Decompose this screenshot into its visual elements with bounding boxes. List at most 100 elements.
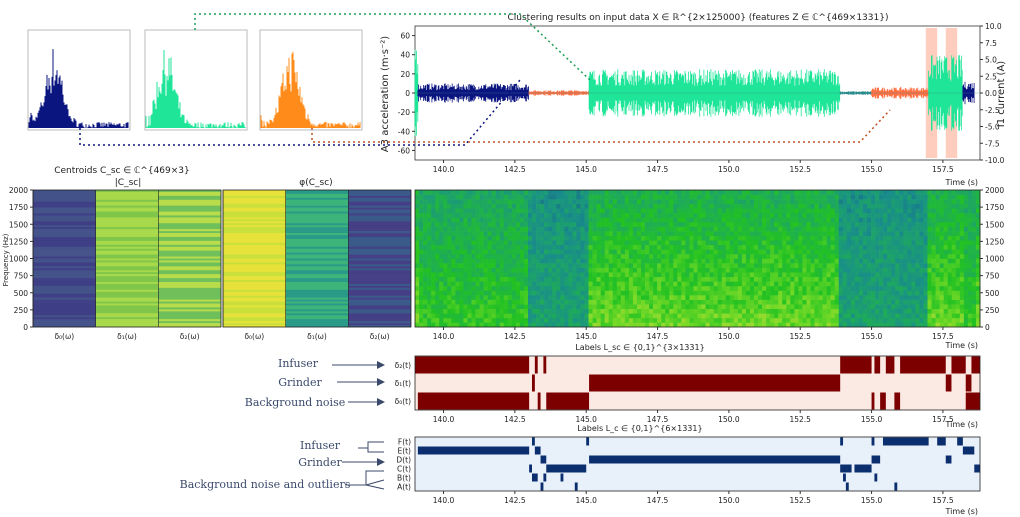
- spec-cell: [431, 313, 436, 319]
- spec-cell: [705, 322, 710, 328]
- spec-cell: [875, 194, 880, 200]
- spec-cell: [649, 253, 654, 259]
- spec-cell: [883, 304, 888, 310]
- spec-cell: [975, 267, 981, 273]
- spec-cell: [838, 221, 844, 227]
- spec-cell: [503, 290, 509, 296]
- freq-tick-label: 1250: [9, 237, 28, 246]
- spec-cell: [519, 290, 525, 296]
- spec-cell: [584, 231, 589, 236]
- spec-cell: [588, 244, 593, 250]
- spec-cell: [834, 221, 840, 227]
- spec-cell: [875, 267, 880, 273]
- magnitude-cell: [33, 301, 96, 304]
- spec-cell: [636, 203, 642, 209]
- spec-cell: [657, 240, 662, 246]
- phase-cell: [285, 231, 349, 234]
- spec-cell: [927, 253, 932, 259]
- spec-cell: [427, 217, 432, 223]
- magnitude-cell: [158, 276, 221, 279]
- spec-cell: [487, 221, 492, 227]
- spec-cell: [511, 313, 517, 319]
- spec-cell: [612, 203, 618, 209]
- spec-cell: [830, 212, 836, 218]
- spec-cell: [830, 313, 836, 319]
- spec-cell: [798, 317, 803, 323]
- spec-cell: [669, 244, 674, 250]
- spec-cell: [867, 317, 872, 323]
- phase-cell: [348, 268, 411, 271]
- spec-cell: [762, 212, 767, 218]
- phase-cell: [348, 250, 411, 253]
- spec-cell: [665, 290, 670, 296]
- spec-cell: [580, 235, 585, 241]
- spec-x-tick-label: 150.0: [718, 332, 740, 341]
- spec-cell: [854, 217, 860, 223]
- spec-cell: [665, 208, 670, 214]
- spec-cell: [733, 253, 739, 259]
- spec-cell: [435, 317, 440, 323]
- spec-cell: [584, 263, 589, 268]
- phase-cell: [223, 207, 286, 210]
- spec-cell: [669, 313, 674, 319]
- spec-cell: [778, 285, 783, 291]
- spec-cell: [459, 253, 464, 259]
- spec-cell: [967, 281, 973, 287]
- spec-cell: [838, 281, 844, 287]
- spec-cell: [745, 208, 751, 214]
- spec-cell: [580, 226, 585, 232]
- spec-cell: [709, 249, 714, 255]
- spec-cell: [596, 244, 601, 250]
- spec-cell: [766, 295, 771, 300]
- spec-cell: [415, 295, 420, 300]
- spec-cell: [967, 285, 973, 291]
- magnitude-cell: [33, 190, 96, 193]
- spec-cell: [519, 313, 525, 319]
- spec-cell: [475, 299, 480, 305]
- spec-cell: [612, 317, 618, 323]
- spec-cell: [883, 272, 888, 278]
- spec-cell: [786, 317, 791, 323]
- spec-cell: [733, 272, 739, 278]
- label-interval-d0: [417, 392, 530, 410]
- spec-cell: [838, 272, 844, 278]
- spec-cell: [463, 272, 468, 278]
- spec-cell: [612, 240, 618, 246]
- spec-cell: [612, 272, 618, 278]
- spec-cell: [754, 313, 759, 319]
- phase-cell: [348, 219, 411, 222]
- phase-cell: [285, 301, 349, 304]
- spec-cell: [689, 317, 694, 323]
- spec-cell: [584, 258, 589, 264]
- spec-cell: [483, 253, 488, 259]
- spec-cell: [733, 217, 739, 223]
- spec-cell: [689, 221, 694, 227]
- magnitude-cell: [33, 207, 96, 210]
- spec-cell: [556, 249, 561, 255]
- spec-cell: [717, 322, 723, 328]
- spec-cell: [778, 313, 783, 319]
- spec-cell: [447, 231, 452, 236]
- spec-cell: [661, 240, 666, 246]
- spec-cell: [443, 199, 448, 204]
- spec-cell: [850, 208, 856, 214]
- spec-cell: [939, 295, 944, 300]
- label-interval-d2: [900, 356, 946, 374]
- spec-cell: [584, 235, 589, 241]
- spec-cell: [887, 290, 892, 296]
- spec-cell: [802, 208, 807, 214]
- spec-cell: [431, 317, 436, 323]
- spec-cell: [592, 217, 597, 223]
- spec-cell: [463, 263, 468, 268]
- spec-cell: [947, 221, 953, 227]
- spec-cell: [681, 313, 686, 319]
- spec-cell: [620, 299, 626, 305]
- spec-cell: [846, 304, 852, 310]
- spec-cell: [923, 322, 928, 328]
- spec-cell: [899, 313, 904, 319]
- spec-cell: [588, 285, 593, 291]
- y-right-tick-label: 2.5: [985, 72, 997, 81]
- spec-cell: [794, 253, 799, 259]
- spec-cell: [879, 258, 884, 264]
- spec-cell: [858, 281, 864, 287]
